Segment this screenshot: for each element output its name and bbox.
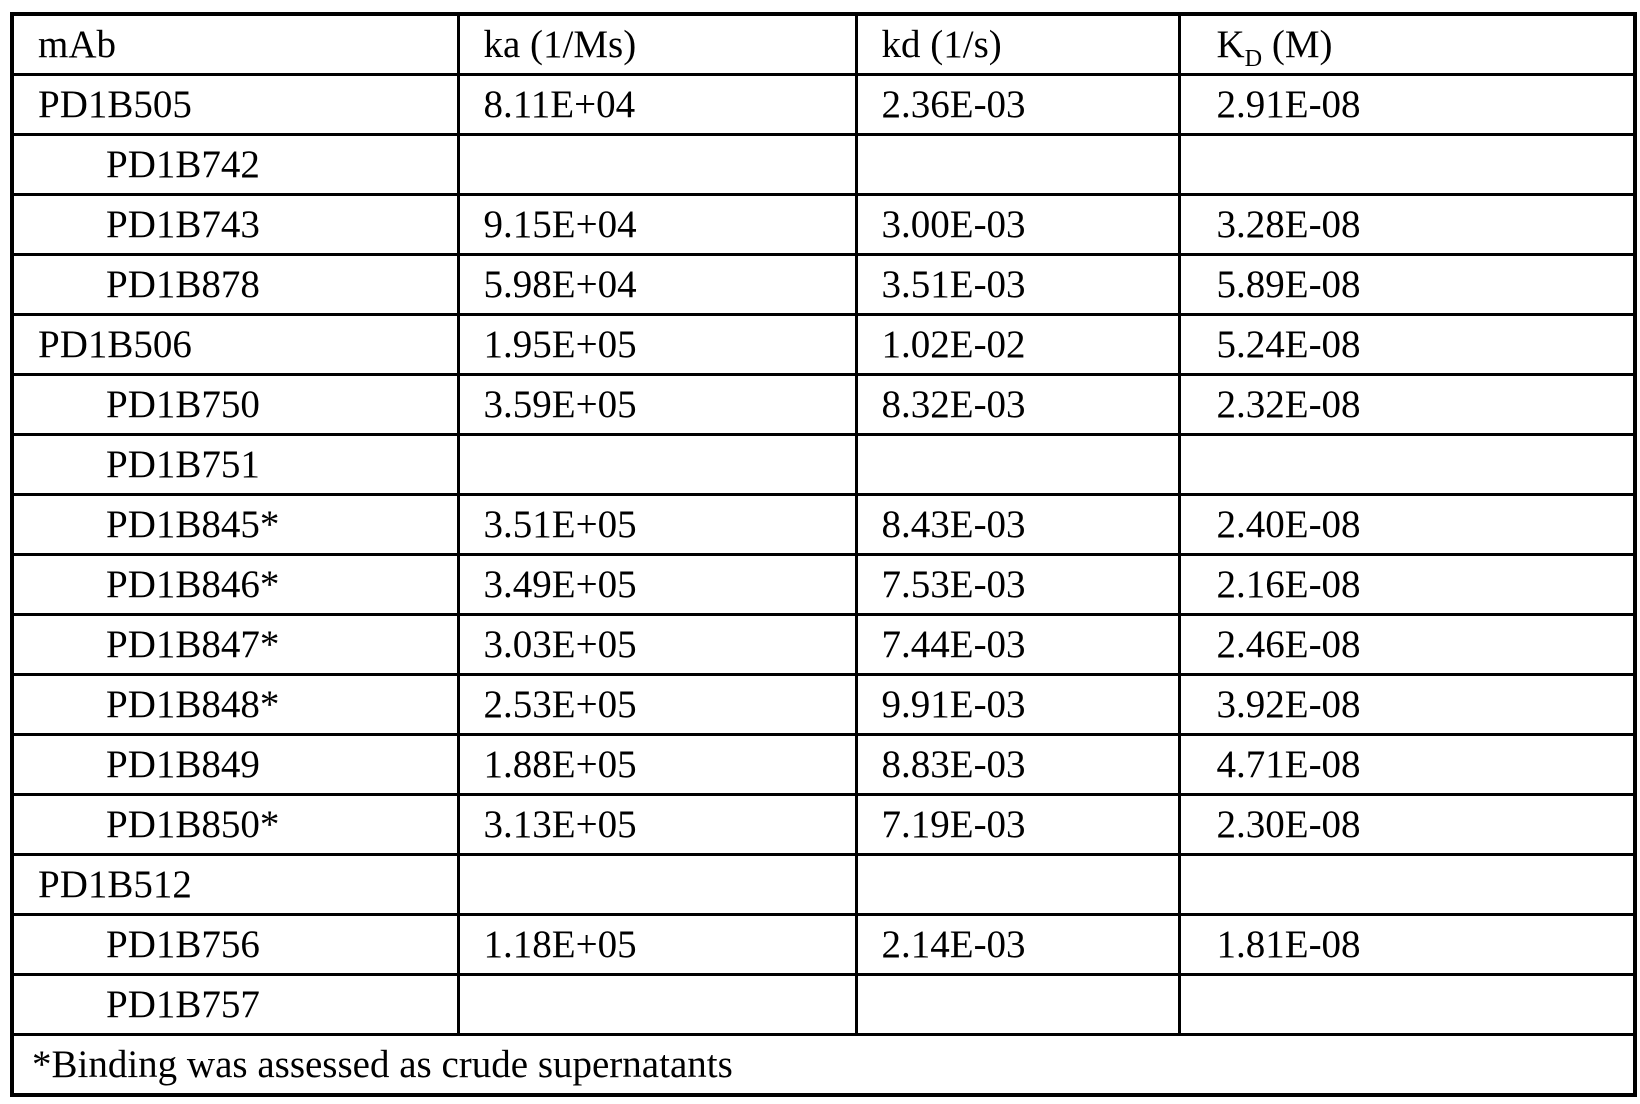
table-row: PD1B756 1.18E+05 2.14E-03 1.81E-08: [10, 913, 1637, 976]
ka-cell: 1.18E+05: [456, 913, 858, 976]
table-row: PD1B743 9.15E+04 3.00E-03 3.28E-08: [10, 193, 1637, 256]
KD-cell: [1177, 973, 1637, 1036]
mab-cell: PD1B848*: [10, 673, 460, 736]
kd-cell: 7.44E-03: [854, 613, 1181, 676]
mab-cell: PD1B757: [10, 973, 460, 1036]
header-row: mAb ka (1/Ms) kd (1/s) KD (M): [10, 12, 1637, 76]
mab-cell: PD1B743: [10, 193, 460, 256]
header-KD-base: K: [1216, 23, 1245, 66]
ka-cell: 2.53E+05: [456, 673, 858, 736]
table-row: PD1B506 1.95E+05 1.02E-02 5.24E-08: [10, 313, 1637, 376]
mab-cell: PD1B742: [10, 133, 460, 196]
header-KD: KD (M): [1177, 12, 1637, 76]
ka-cell: [456, 133, 858, 196]
ka-cell: [456, 433, 858, 496]
KD-cell: 4.71E-08: [1177, 733, 1637, 796]
mab-cell: PD1B850*: [10, 793, 460, 856]
table-row: PD1B848* 2.53E+05 9.91E-03 3.92E-08: [10, 673, 1637, 736]
ka-cell: 3.03E+05: [456, 613, 858, 676]
mab-cell: PD1B846*: [10, 553, 460, 616]
table-row: PD1B742: [10, 133, 1637, 196]
kd-cell: 3.00E-03: [854, 193, 1181, 256]
table-row: PD1B845* 3.51E+05 8.43E-03 2.40E-08: [10, 493, 1637, 556]
mab-cell: PD1B506: [10, 313, 460, 376]
ka-cell: 5.98E+04: [456, 253, 858, 316]
KD-cell: 5.24E-08: [1177, 313, 1637, 376]
KD-cell: [1177, 433, 1637, 496]
header-ka: ka (1/Ms): [456, 12, 858, 76]
kd-cell: [854, 853, 1181, 916]
table-row: PD1B846* 3.49E+05 7.53E-03 2.16E-08: [10, 553, 1637, 616]
ka-cell: 8.11E+04: [456, 73, 858, 136]
table-row: PD1B757: [10, 973, 1637, 1036]
KD-cell: 2.40E-08: [1177, 493, 1637, 556]
kd-cell: [854, 133, 1181, 196]
table-body: PD1B505 8.11E+04 2.36E-03 2.91E-08 PD1B7…: [10, 73, 1637, 1036]
table-header: mAb ka (1/Ms) kd (1/s) KD (M): [10, 12, 1637, 76]
table-row: PD1B850* 3.13E+05 7.19E-03 2.30E-08: [10, 793, 1637, 856]
table-footer: *Binding was assessed as crude supernata…: [10, 1033, 1637, 1097]
mab-cell: PD1B512: [10, 853, 460, 916]
KD-cell: 2.32E-08: [1177, 373, 1637, 436]
kd-cell: [854, 433, 1181, 496]
ka-cell: 3.49E+05: [456, 553, 858, 616]
ka-cell: 9.15E+04: [456, 193, 858, 256]
kd-cell: 7.19E-03: [854, 793, 1181, 856]
ka-cell: 1.95E+05: [456, 313, 858, 376]
header-mab: mAb: [10, 12, 460, 76]
ka-cell: 1.88E+05: [456, 733, 858, 796]
ka-cell: 3.13E+05: [456, 793, 858, 856]
mab-cell: PD1B750: [10, 373, 460, 436]
footnote-row: *Binding was assessed as crude supernata…: [10, 1033, 1637, 1097]
footnote-text: *Binding was assessed as crude supernata…: [10, 1033, 1637, 1097]
header-KD-subscript: D: [1244, 44, 1263, 72]
table-row: PD1B878 5.98E+04 3.51E-03 5.89E-08: [10, 253, 1637, 316]
kd-cell: 1.02E-02: [854, 313, 1181, 376]
mab-cell: PD1B847*: [10, 613, 460, 676]
KD-cell: [1177, 853, 1637, 916]
table-row: PD1B505 8.11E+04 2.36E-03 2.91E-08: [10, 73, 1637, 136]
table-row: PD1B512: [10, 853, 1637, 916]
binding-kinetics-table: mAb ka (1/Ms) kd (1/s) KD (M) PD1B505 8.…: [10, 12, 1637, 1097]
mab-cell: PD1B878: [10, 253, 460, 316]
KD-cell: 2.91E-08: [1177, 73, 1637, 136]
kd-cell: 8.32E-03: [854, 373, 1181, 436]
KD-cell: 5.89E-08: [1177, 253, 1637, 316]
table-row: PD1B849 1.88E+05 8.83E-03 4.71E-08: [10, 733, 1637, 796]
header-KD-unit: (M): [1262, 23, 1333, 66]
KD-cell: 1.81E-08: [1177, 913, 1637, 976]
KD-cell: 3.92E-08: [1177, 673, 1637, 736]
mab-cell: PD1B849: [10, 733, 460, 796]
KD-cell: 2.30E-08: [1177, 793, 1637, 856]
table-row: PD1B750 3.59E+05 8.32E-03 2.32E-08: [10, 373, 1637, 436]
mab-cell: PD1B845*: [10, 493, 460, 556]
mab-cell: PD1B751: [10, 433, 460, 496]
kd-cell: 9.91E-03: [854, 673, 1181, 736]
ka-cell: [456, 853, 858, 916]
KD-cell: 2.16E-08: [1177, 553, 1637, 616]
table-row: PD1B847* 3.03E+05 7.44E-03 2.46E-08: [10, 613, 1637, 676]
kd-cell: 2.36E-03: [854, 73, 1181, 136]
kd-cell: 3.51E-03: [854, 253, 1181, 316]
ka-cell: 3.59E+05: [456, 373, 858, 436]
header-kd: kd (1/s): [854, 12, 1181, 76]
mab-cell: PD1B756: [10, 913, 460, 976]
kd-cell: [854, 973, 1181, 1036]
kd-cell: 8.83E-03: [854, 733, 1181, 796]
KD-cell: [1177, 133, 1637, 196]
kd-cell: 8.43E-03: [854, 493, 1181, 556]
KD-cell: 2.46E-08: [1177, 613, 1637, 676]
ka-cell: 3.51E+05: [456, 493, 858, 556]
ka-cell: [456, 973, 858, 1036]
kd-cell: 7.53E-03: [854, 553, 1181, 616]
kd-cell: 2.14E-03: [854, 913, 1181, 976]
mab-cell: PD1B505: [10, 73, 460, 136]
KD-cell: 3.28E-08: [1177, 193, 1637, 256]
table-row: PD1B751: [10, 433, 1637, 496]
